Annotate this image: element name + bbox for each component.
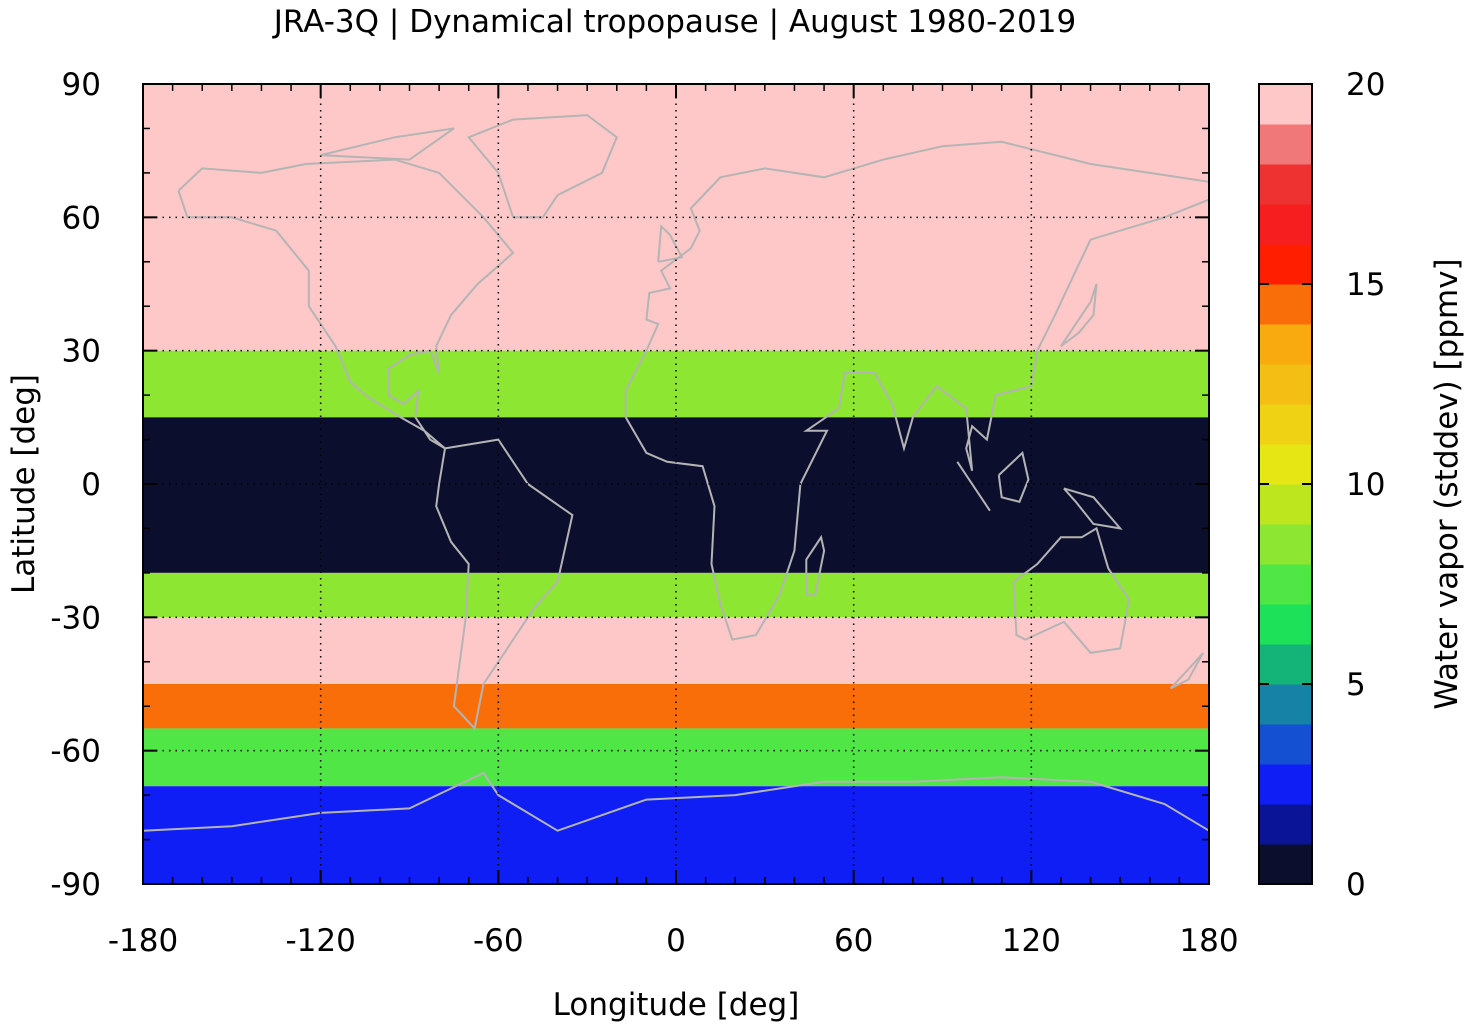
map-plot: -180 -120 -60 0 60 120 180 90 60 30 0 -30 -60 -90 [50, 67, 1238, 959]
x-tick-label: 0 [666, 923, 686, 959]
colorbar-swatch-7 [1259, 564, 1312, 605]
y-tick-label: -60 [50, 734, 101, 770]
coastline-antarctica [142, 771, 1210, 832]
x-tick-label: 60 [834, 923, 873, 959]
colorbar-swatch-0 [1259, 844, 1312, 885]
colorbar-swatch-5 [1259, 644, 1312, 685]
x-axis-ticks: -180 -120 -60 0 60 120 180 [108, 84, 1239, 959]
y-tick-label: -30 [50, 600, 101, 636]
colorbar-ticks: 0 5 10 15 20 [1259, 67, 1385, 903]
x-axis-label: Longitude [deg] [553, 987, 800, 1023]
coastline-new-guinea [1063, 487, 1123, 530]
colorbar-tick-label: 15 [1346, 267, 1385, 303]
gridlines [143, 84, 1209, 884]
colorbar-swatch-12 [1259, 364, 1312, 405]
colorbar-swatch-10 [1259, 444, 1312, 485]
y-tick-label: -90 [50, 867, 101, 903]
coastlines [142, 114, 1210, 832]
coastline-greenland [467, 114, 619, 219]
colorbar-swatch-11 [1259, 404, 1312, 445]
colorbar-swatch-2 [1259, 764, 1312, 805]
coastline-japan [1060, 283, 1098, 348]
coastline-australia [1012, 526, 1131, 654]
x-tick-label: -60 [473, 923, 524, 959]
y-tick-label: 30 [62, 334, 101, 370]
y-axis-ticks: 90 60 30 0 -30 -60 -90 [50, 67, 1209, 903]
colorbar-tick-label: 5 [1346, 667, 1366, 703]
colorbar-tick-label: 10 [1346, 467, 1385, 503]
y-tick-label: 0 [81, 467, 101, 503]
y-tick-label: 60 [62, 200, 101, 236]
colorbar-swatches [1259, 84, 1312, 885]
colorbar-swatch-15 [1259, 244, 1312, 285]
x-tick-label: 120 [1002, 923, 1061, 959]
colorbar-swatch-4 [1259, 684, 1312, 725]
colorbar-swatch-8 [1259, 524, 1312, 565]
colorbar-swatch-18 [1259, 124, 1312, 165]
field-band-3 [143, 572, 1209, 618]
coastline-indonesia-west [956, 461, 991, 512]
colorbar-tick-label: 20 [1346, 67, 1385, 103]
x-tick-label: -120 [285, 923, 355, 959]
coastline-arctic-islands [320, 127, 455, 161]
y-tick-label: 90 [62, 67, 101, 103]
colorbar: 0 5 10 15 20 [1258, 67, 1385, 903]
figure-title: JRA-3Q | Dynamical tropopause | August 1… [272, 4, 1076, 40]
colorbar-swatch-16 [1259, 204, 1312, 245]
field-band-6 [143, 728, 1209, 787]
colorbar-swatch-6 [1259, 604, 1312, 645]
colorbar-swatch-9 [1259, 484, 1312, 525]
colorbar-swatch-19 [1259, 84, 1312, 125]
colorbar-tick-label: 0 [1346, 867, 1366, 903]
coastline-new-zealand [1169, 652, 1204, 690]
y-axis-label: Latitude [deg] [6, 374, 42, 594]
field-band-7 [143, 786, 1209, 884]
x-tick-label: -180 [108, 923, 178, 959]
colorbar-swatch-14 [1259, 284, 1312, 325]
coastline-uk [657, 223, 684, 263]
colorbar-label: Water vapor (stddev) [ppmv] [1429, 258, 1465, 709]
colorbar-swatch-13 [1259, 324, 1312, 365]
colorbar-swatch-17 [1259, 164, 1312, 205]
x-tick-label: 180 [1179, 923, 1238, 959]
coastline-madagascar [805, 534, 826, 597]
colorbar-swatch-1 [1259, 804, 1312, 845]
coastline-north-america [177, 158, 515, 450]
coastline-south-america [435, 438, 574, 731]
colorbar-swatch-3 [1259, 724, 1312, 765]
coastline-borneo [997, 450, 1030, 503]
coastline-africa-eurasia [624, 140, 1210, 641]
